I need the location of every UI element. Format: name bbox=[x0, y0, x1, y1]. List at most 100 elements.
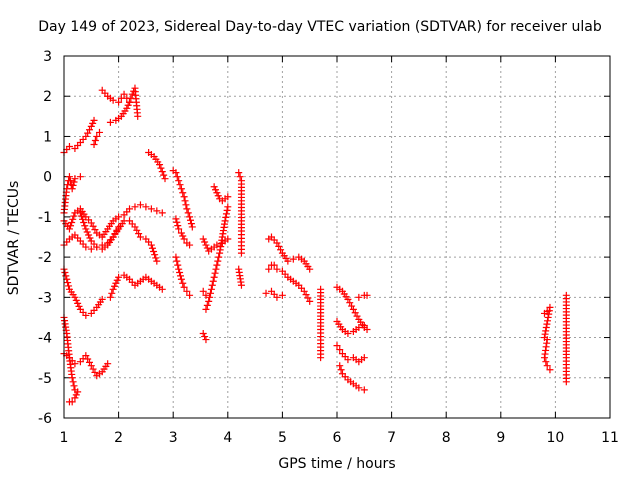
data-point bbox=[207, 285, 215, 293]
data-point bbox=[237, 249, 245, 257]
x-tick-label: 6 bbox=[333, 430, 342, 446]
y-tick-label: -5 bbox=[38, 371, 52, 387]
y-tick-label: -6 bbox=[38, 411, 52, 427]
x-tick-label: 10 bbox=[546, 430, 564, 446]
data-point bbox=[336, 362, 344, 370]
data-point bbox=[142, 203, 150, 211]
data-point bbox=[284, 257, 292, 265]
data-point bbox=[133, 226, 141, 234]
data-point bbox=[202, 291, 210, 299]
data-point bbox=[134, 112, 142, 120]
data-point bbox=[175, 225, 183, 233]
data-point bbox=[176, 272, 184, 280]
data-point bbox=[157, 164, 165, 172]
data-point bbox=[136, 201, 144, 209]
data-point bbox=[82, 243, 90, 251]
data-point bbox=[177, 229, 185, 237]
data-point bbox=[213, 241, 221, 249]
data-point bbox=[180, 283, 188, 291]
data-point bbox=[223, 206, 231, 214]
data-point bbox=[203, 244, 211, 252]
data-point bbox=[80, 219, 88, 227]
data-point bbox=[360, 386, 368, 394]
series-track-23 bbox=[235, 169, 245, 257]
data-point bbox=[158, 285, 166, 293]
data-point bbox=[273, 293, 281, 301]
data-point bbox=[201, 238, 209, 246]
data-point bbox=[212, 186, 220, 194]
y-tick-label: 0 bbox=[43, 170, 52, 186]
data-point bbox=[545, 307, 553, 315]
data-point bbox=[72, 391, 80, 399]
data-point bbox=[65, 282, 73, 290]
data-point bbox=[104, 360, 112, 368]
data-point bbox=[71, 360, 79, 368]
data-point bbox=[64, 279, 72, 287]
data-point bbox=[210, 273, 218, 281]
series-track-25 bbox=[265, 233, 314, 273]
data-point bbox=[74, 299, 82, 307]
data-point bbox=[98, 241, 106, 249]
data-point bbox=[177, 185, 185, 193]
data-point bbox=[135, 230, 143, 238]
data-point bbox=[175, 177, 183, 185]
series-track-28 bbox=[317, 285, 325, 362]
x-tick-label: 2 bbox=[114, 430, 123, 446]
data-point bbox=[186, 241, 194, 249]
data-point bbox=[186, 291, 194, 299]
data-point bbox=[153, 257, 161, 265]
data-point bbox=[65, 143, 73, 150]
data-point bbox=[158, 168, 166, 176]
data-point bbox=[351, 309, 359, 317]
x-tick-label: 7 bbox=[387, 430, 396, 446]
data-point bbox=[172, 215, 180, 223]
data-point bbox=[214, 257, 222, 265]
data-point bbox=[336, 346, 344, 354]
data-point bbox=[222, 210, 230, 218]
data-point bbox=[210, 183, 218, 191]
y-tick-label: 3 bbox=[43, 49, 52, 65]
data-point bbox=[67, 222, 75, 230]
data-point bbox=[206, 293, 214, 301]
data-point bbox=[237, 281, 245, 289]
data-point bbox=[176, 181, 184, 189]
data-point bbox=[236, 173, 244, 181]
data-point bbox=[173, 173, 181, 181]
data-point bbox=[546, 303, 554, 311]
data-point bbox=[543, 320, 551, 328]
data-point bbox=[85, 231, 93, 239]
data-point bbox=[84, 129, 92, 137]
data-point bbox=[95, 128, 103, 136]
data-point bbox=[158, 209, 166, 217]
data-point bbox=[201, 333, 209, 341]
data-point bbox=[70, 178, 78, 186]
data-point bbox=[544, 313, 552, 321]
data-point bbox=[273, 265, 281, 273]
data-point bbox=[202, 241, 210, 249]
data-point bbox=[182, 201, 190, 209]
data-point bbox=[344, 356, 352, 364]
data-point bbox=[355, 324, 363, 331]
data-point bbox=[207, 289, 215, 297]
data-point bbox=[87, 245, 95, 253]
series-track-21 bbox=[199, 287, 210, 299]
data-point bbox=[199, 330, 207, 338]
data-point bbox=[70, 382, 78, 390]
series-track-31 bbox=[333, 283, 371, 334]
data-point bbox=[262, 289, 270, 297]
data-point bbox=[344, 330, 352, 338]
data-point bbox=[184, 209, 192, 217]
series-track-32 bbox=[333, 317, 368, 338]
data-point bbox=[147, 241, 155, 249]
data-point bbox=[179, 279, 187, 287]
data-point bbox=[65, 173, 73, 181]
series-track-16 bbox=[172, 215, 194, 249]
data-point bbox=[348, 302, 356, 310]
data-point bbox=[71, 175, 79, 183]
data-point bbox=[115, 98, 123, 106]
data-point bbox=[542, 358, 550, 366]
data-point bbox=[179, 189, 187, 197]
series-track-18 bbox=[199, 235, 232, 255]
data-point bbox=[74, 388, 82, 396]
data-point bbox=[186, 216, 194, 224]
